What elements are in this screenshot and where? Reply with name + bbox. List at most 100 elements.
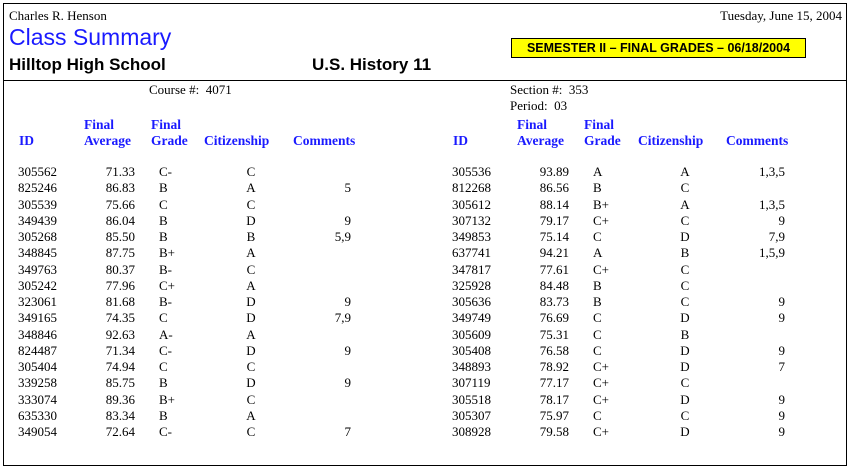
final-average-cell: 86.04 <box>105 212 135 228</box>
student-id-cell: 305242 <box>18 277 57 293</box>
col-header-final-grade: Final Grade <box>584 117 621 148</box>
student-id-cell: 349165 <box>18 310 57 326</box>
citizenship-cell: C <box>246 424 256 439</box>
student-id-cell: 637741 <box>452 245 491 261</box>
student-id-cell: 308928 <box>452 424 491 439</box>
student-id-cell: 307119 <box>452 375 491 391</box>
final-average-cell: 85.50 <box>105 229 135 244</box>
citizenship-cell: C <box>680 407 690 423</box>
comments-cell: 9 <box>344 294 352 309</box>
final-grade-cell: C <box>593 342 602 358</box>
period-label: Period: <box>510 98 548 113</box>
student-id-cell: 307132 <box>452 212 491 228</box>
student-id-cell: 348846 <box>18 326 57 342</box>
header-divider <box>4 80 846 81</box>
final-average-cell: 87.75 <box>105 245 135 261</box>
final-average-cell: 76.69 <box>539 310 569 326</box>
citizenship-cell: D <box>246 294 256 309</box>
table-row: 305268 85.50 B B 5,9 <box>4 229 404 245</box>
final-grade-cell: C- <box>159 424 172 439</box>
final-grade-cell: C+ <box>593 359 610 374</box>
final-grade-cell: B+ <box>593 196 610 212</box>
final-average-cell: 86.83 <box>105 180 135 196</box>
table-row: 635330 83.34 B A <box>4 408 404 424</box>
student-id-cell: 305404 <box>18 359 57 374</box>
citizenship-cell: A <box>246 245 256 261</box>
citizenship-cell: D <box>680 310 690 326</box>
final-grade-cell: C <box>593 310 602 326</box>
citizenship-cell: C <box>246 359 256 374</box>
citizenship-cell: B <box>246 229 256 244</box>
student-id-cell: 305609 <box>452 326 491 342</box>
student-id-cell: 348845 <box>18 245 57 261</box>
final-grade-cell: B <box>159 180 168 196</box>
final-average-cell: 77.17 <box>539 375 569 391</box>
citizenship-cell: D <box>246 310 256 326</box>
final-average-cell: 72.64 <box>105 424 135 439</box>
citizenship-cell: A <box>246 180 256 196</box>
comments-cell: 9 <box>778 342 786 358</box>
table-row: 305518 78.17 C+ D 9 <box>438 392 838 408</box>
final-grade-cell: C- <box>159 164 172 179</box>
citizenship-cell: A <box>246 326 256 342</box>
student-id-cell: 305518 <box>452 391 491 407</box>
citizenship-cell: C <box>246 261 256 277</box>
report-date: Tuesday, June 15, 2004 <box>720 8 842 23</box>
citizenship-cell: C <box>680 375 690 391</box>
citizenship-cell: D <box>246 375 256 391</box>
final-average-cell: 79.58 <box>539 424 569 439</box>
comments-cell: 9 <box>344 212 352 228</box>
section-value: 353 <box>568 82 589 97</box>
comments-cell: 9 <box>778 407 786 423</box>
comments-cell: 7,9 <box>768 229 785 244</box>
final-average-cell: 79.17 <box>539 212 569 228</box>
table-row: 824487 71.34 C- D 9 <box>4 343 404 359</box>
col-header-final-average: Final Average <box>84 117 131 148</box>
student-id-cell: 812268 <box>452 180 491 196</box>
final-grade-cell: C <box>593 229 602 244</box>
report-page: Charles R. Henson Tuesday, June 15, 2004… <box>3 3 847 466</box>
final-average-cell: 88.14 <box>539 196 569 212</box>
student-id-cell: 305539 <box>18 196 57 212</box>
final-average-cell: 75.14 <box>539 229 569 244</box>
final-average-cell: 92.63 <box>105 326 135 342</box>
student-id-cell: 333074 <box>18 391 57 407</box>
final-average-cell: 75.31 <box>539 326 569 342</box>
final-average-cell: 86.56 <box>539 180 569 196</box>
table-row: 339258 85.75 B D 9 <box>4 375 404 391</box>
citizenship-cell: B <box>680 326 690 342</box>
comments-cell: 7 <box>778 359 786 374</box>
table-row: 348893 78.92 C+ D 7 <box>438 359 838 375</box>
table-row: 305609 75.31 C B <box>438 327 838 343</box>
citizenship-cell: C <box>246 164 256 179</box>
table-row: 325928 84.48 B C <box>438 278 838 294</box>
citizenship-cell: D <box>680 391 690 407</box>
student-id-cell: 325928 <box>452 277 491 293</box>
student-id-cell: 349853 <box>452 229 491 244</box>
final-average-cell: 71.33 <box>105 164 135 179</box>
col-header-citizenship: Citizenship <box>204 133 270 148</box>
comments-cell: 9 <box>344 342 352 358</box>
table-row: 637741 94.21 A B 1,5,9 <box>438 245 838 261</box>
citizenship-cell: C <box>680 261 690 277</box>
student-id-cell: 347817 <box>452 261 491 277</box>
final-grade-cell: C+ <box>593 212 610 228</box>
final-grade-cell: C+ <box>159 277 176 293</box>
final-average-cell: 77.96 <box>105 277 135 293</box>
final-average-cell: 85.75 <box>105 375 135 391</box>
student-id-cell: 825246 <box>18 180 57 196</box>
table-row: 348846 92.63 A- A <box>4 327 404 343</box>
student-id-cell: 305408 <box>452 342 491 358</box>
final-grade-cell: C+ <box>593 375 610 391</box>
course-name: U.S. History 11 <box>312 55 432 74</box>
citizenship-cell: C <box>680 277 690 293</box>
col-header-id: ID <box>19 133 35 148</box>
table-row: 305636 83.73 B C 9 <box>438 294 838 310</box>
comments-cell: 9 <box>778 294 786 309</box>
table-row: 305404 74.94 C C <box>4 359 404 375</box>
student-id-cell: 349763 <box>18 261 57 277</box>
final-average-cell: 84.48 <box>539 277 569 293</box>
final-average-cell: 74.94 <box>105 359 135 374</box>
final-average-cell: 78.17 <box>539 391 569 407</box>
grades-table-left: 305562 71.33 C- C 825246 86.83 B A 5 305539 75.66 C… <box>4 4 846 464</box>
